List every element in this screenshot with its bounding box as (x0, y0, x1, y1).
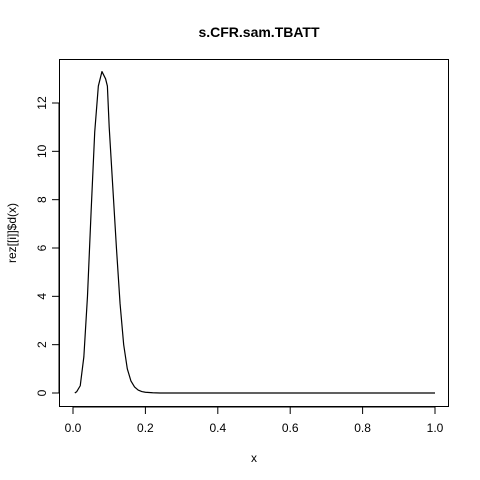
y-tick-label-2: 4 (35, 293, 49, 300)
y-tick-label-1: 2 (35, 341, 49, 348)
density-curve-0 (74, 70, 435, 394)
plot-area-border (59, 59, 449, 407)
y-axis: 0 2 4 6 8 10 12 (35, 96, 60, 396)
x-tick-label-1: 0.2 (137, 421, 154, 435)
x-axis: 0.0 0.2 0.4 0.6 0.8 1.0 (65, 406, 444, 435)
y-tick-label-6: 12 (35, 96, 49, 110)
chart-title: s.CFR.sam.TBATT (198, 24, 320, 40)
y-tick-label-3: 6 (35, 244, 49, 251)
y-axis-label: rez[[i]]$d(x) (5, 203, 19, 263)
x-tick-label-3: 0.6 (282, 421, 299, 435)
x-tick-label-5: 1.0 (427, 421, 444, 435)
series-layer (74, 70, 435, 394)
x-tick-label-2: 0.4 (209, 421, 226, 435)
y-tick-label-5: 10 (35, 144, 49, 158)
x-tick-label-0: 0.0 (65, 421, 82, 435)
y-tick-label-0: 0 (35, 389, 49, 396)
x-tick-label-4: 0.8 (354, 421, 371, 435)
x-axis-label: x (251, 451, 257, 465)
y-tick-label-4: 8 (35, 196, 49, 203)
